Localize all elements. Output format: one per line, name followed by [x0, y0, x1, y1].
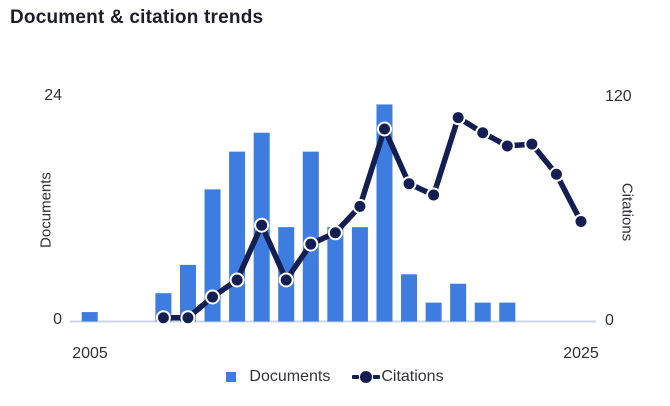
citations-point-2016 [352, 198, 368, 214]
right-axis-max-tick: 120 [605, 88, 632, 105]
citations-line [160, 114, 584, 321]
documents-bar-2022 [499, 302, 516, 322]
documents-bar-2009 [179, 264, 196, 322]
citations-point-2019 [426, 187, 442, 203]
chart-title: Document & citation trends [10, 7, 264, 28]
legend-item-documents[interactable]: Documents [226, 368, 330, 386]
documents-bar-2010 [204, 189, 221, 322]
citations-point-2011 [229, 272, 245, 288]
left-axis-max-tick: 24 [44, 87, 62, 104]
citations-point-2015 [327, 225, 343, 241]
legend-label-citations: Citations [381, 368, 444, 385]
citations-point-2018 [401, 176, 417, 192]
citations-point-2020 [450, 110, 466, 126]
citations-point-2017 [376, 121, 392, 137]
right-axis-title: Citations [618, 182, 636, 242]
citations-line-marker-icon [352, 371, 381, 383]
documents-bar-2016 [351, 227, 368, 322]
documents-swatch-icon [226, 372, 237, 382]
x-axis-end-tick: 2025 [563, 345, 599, 362]
documents-bar-2019 [425, 302, 442, 322]
legend-item-citations[interactable]: Citations [352, 368, 444, 386]
citations-point-2013 [278, 272, 294, 288]
documents-bar-2005 [81, 312, 98, 322]
right-axis-min-tick: 0 [605, 312, 614, 329]
left-axis-min-tick: 0 [53, 311, 62, 328]
legend: Documents Citations [0, 368, 670, 386]
documents-bar-2014 [302, 151, 319, 322]
citations-point-2014 [303, 236, 319, 252]
legend-label-documents: Documents [249, 368, 331, 385]
citations-point-2022 [499, 138, 515, 154]
plot-area [70, 104, 596, 326]
citations-point-2021 [475, 125, 491, 141]
citations-point-2025 [573, 213, 589, 229]
citations-point-2010 [205, 289, 221, 305]
left-axis-title: Documents [37, 172, 55, 248]
documents-bar-2017 [376, 104, 393, 322]
documents-bar-2021 [474, 302, 491, 322]
documents-bar-2011 [229, 151, 246, 322]
documents-bar-2020 [450, 283, 467, 322]
citations-point-2008 [155, 310, 171, 326]
citations-point-2009 [180, 310, 196, 326]
citations-point-2023 [524, 136, 540, 152]
documents-bar-2018 [401, 274, 418, 322]
documents-bar-2015 [327, 227, 344, 322]
x-axis-start-tick: 2005 [72, 345, 108, 362]
citations-point-2012 [254, 217, 270, 233]
citations-point-2024 [548, 166, 564, 182]
